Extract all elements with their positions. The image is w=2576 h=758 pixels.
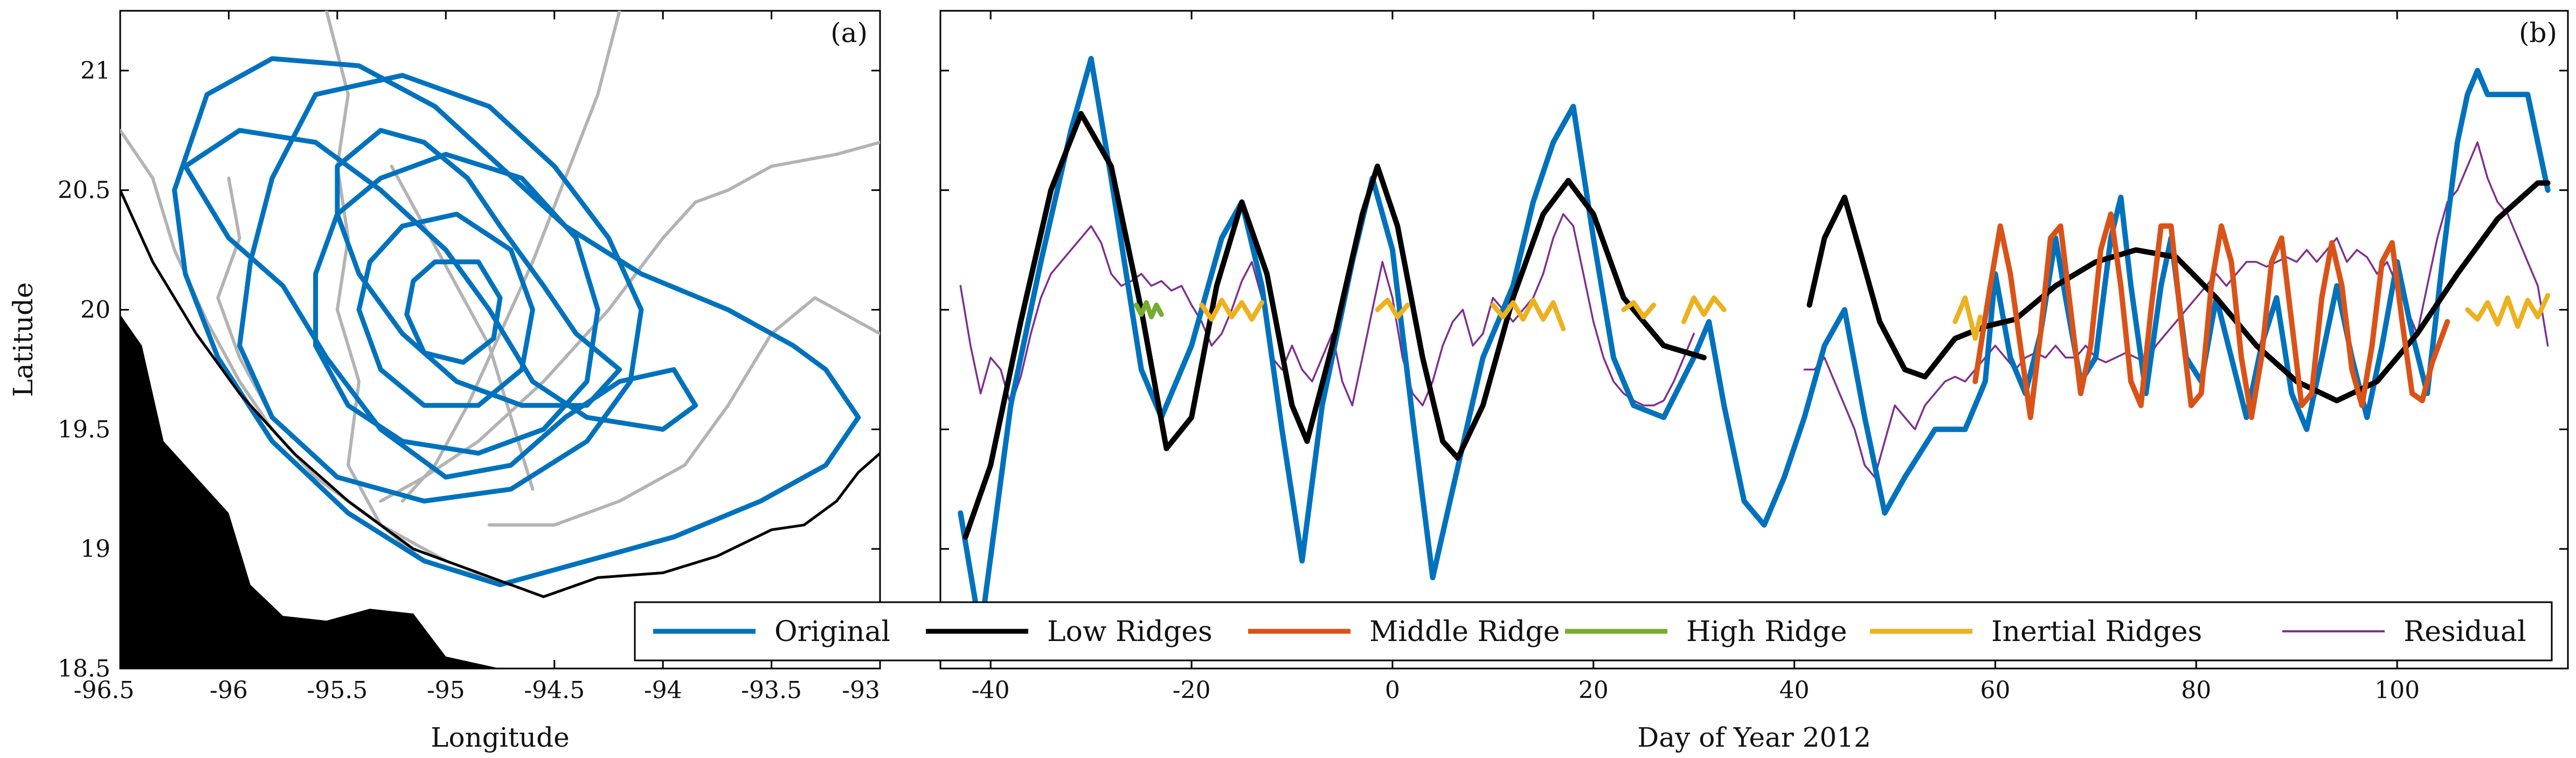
a-xtick-label: -96.5 [74, 677, 135, 704]
a-xtick-label: -93 [842, 677, 880, 704]
panel-a-tag: (a) [830, 17, 868, 49]
series-inertial-ridges-1 [1199, 298, 1264, 322]
drifter-trajectory-4 [237, 73, 644, 504]
drifter-trajectory-3 [404, 259, 503, 365]
a-xtick-label: -94 [644, 677, 682, 704]
legend-label: Inertial Ridges [1991, 616, 2202, 648]
legend-item-original: Original [653, 616, 890, 648]
other-track-1 [324, 11, 513, 587]
other-track-4 [379, 141, 880, 503]
a-ytick-label: 18.5 [58, 655, 110, 683]
legend-label: High Ridge [1686, 616, 1847, 648]
series-inertial-ridges-2 [1375, 298, 1410, 320]
series-inertial-ridges-7 [2465, 293, 2551, 329]
legend-item-high-ridge: High Ridge [1565, 616, 1847, 648]
b-xtick-label: 40 [1779, 677, 1810, 704]
series-layer [958, 56, 2551, 636]
legend-label: Low Ridges [1047, 616, 1213, 648]
series-inertial-ridges-5 [1681, 295, 1727, 325]
drifter-trajectory-2 [356, 211, 535, 408]
series-original-1 [958, 56, 2551, 636]
a-xtick-label: -95.5 [307, 677, 368, 704]
other-track-3 [400, 11, 621, 503]
a-xtick-label: -96 [210, 677, 248, 704]
a-xtick-label: -95 [427, 677, 465, 704]
drifter-trajectory-1 [313, 151, 600, 456]
a-xtick-label: -94.5 [524, 677, 585, 704]
land-mass [120, 314, 500, 669]
legend: Original Low Ridges Middle Ridge High Ridge… [634, 601, 2553, 661]
series-high-ridge-1 [1134, 300, 1164, 320]
other-track-7 [216, 176, 274, 419]
panel-b-frame [939, 10, 2569, 670]
a-ytick-label: 20.5 [58, 177, 110, 204]
panel-a: -96.5 -96 -95.5 -95 -94.5 -94 -93.5 -93 18.5 19 19… [8, 10, 881, 753]
panel-a-ylabel: Latitude [8, 282, 39, 397]
legend-label: Middle Ridge [1369, 616, 1560, 648]
legend-label: Residual [2404, 616, 2526, 648]
b-xtick-label: -20 [1173, 677, 1211, 704]
panel-b: -40 -20 0 20 40 60 80 100 (b) Day of Year 2012 … [634, 10, 2569, 753]
other-track-6 [390, 164, 535, 491]
legend-item-residual: Residual [2282, 616, 2526, 648]
drifter-trajectory-6 [183, 128, 698, 480]
a-ytick-label: 19 [80, 535, 110, 563]
panel-b-plot: -40 -20 0 20 40 60 80 100 [940, 11, 2568, 704]
legend-item-middle-ridge: Middle Ridge [1248, 616, 1560, 648]
b-xtick-label: 80 [2181, 677, 2211, 704]
a-xtick-label: -93.5 [741, 677, 802, 704]
panel-b-tag: (b) [2519, 17, 2557, 49]
series-low-ridges-1 [962, 111, 1707, 540]
series-inertial-ridges-4 [1621, 300, 1657, 320]
panel-b-xlabel: Day of Year 2012 [1637, 722, 1871, 753]
legend-item-low-ridges: Low Ridges [926, 616, 1213, 648]
b-xtick-label: 20 [1578, 677, 1609, 704]
drifter-trajectory-5 [172, 56, 861, 588]
series-inertial-ridges-6 [1952, 295, 1983, 341]
b-xtick-label: -40 [972, 677, 1010, 704]
series-residual-1 [959, 213, 1695, 406]
series-middle-ridge-1 [1972, 211, 2450, 421]
legend-label: Original [774, 616, 890, 648]
drifter-trajectory-7 [335, 128, 622, 408]
b-xtick-label: 0 [1385, 677, 1400, 704]
legend-item-inertial-ridges: Inertial Ridges [1870, 616, 2202, 648]
other-track-5 [487, 296, 880, 527]
series-inertial-ridges-3 [1490, 298, 1566, 332]
a-ytick-label: 21 [80, 57, 110, 85]
b-xtick-label: 60 [1980, 677, 2010, 704]
panel-a-plot: -96.5 -96 -95.5 -95 -94.5 -94 -93.5 -93 18.5 19 19… [58, 11, 881, 704]
a-ytick-label: 19.5 [58, 416, 110, 443]
series-residual-2 [1803, 141, 2549, 478]
a-ytick-label: 20 [80, 297, 110, 324]
map-layer [120, 11, 880, 669]
b-xtick-label: 100 [2374, 677, 2420, 704]
coastline [120, 189, 880, 598]
panel-a-xlabel: Longitude [431, 722, 569, 753]
